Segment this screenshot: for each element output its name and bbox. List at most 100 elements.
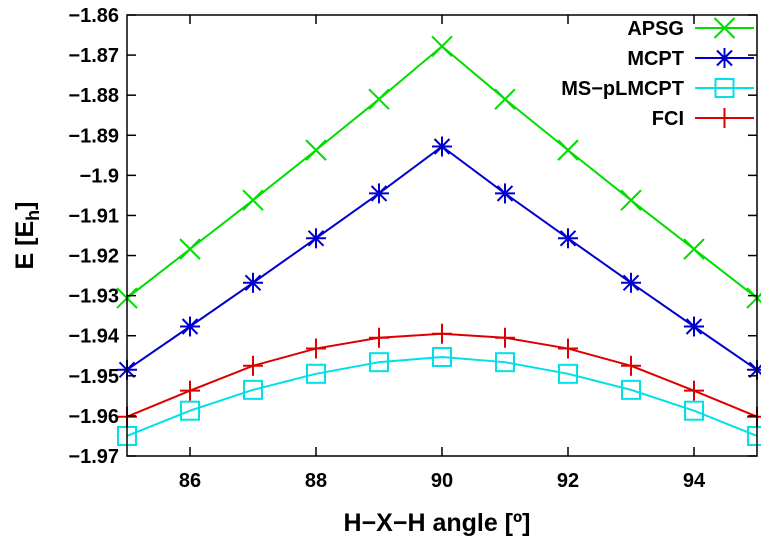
- series-layer: [116, 35, 761, 446]
- legend-item: MCPT: [627, 48, 754, 70]
- y-tick-label: −1.86: [68, 5, 119, 27]
- series-line: [126, 355, 758, 437]
- data-point-stroke: [557, 139, 579, 161]
- y-tick-label: −1.93: [68, 286, 119, 308]
- legend-item: FCI: [652, 108, 754, 130]
- data-point-stroke: [496, 185, 514, 202]
- data-point-stroke: [305, 139, 327, 161]
- legend-label: APSG: [627, 18, 684, 40]
- y-tick-label: −1.87: [68, 45, 119, 67]
- data-point: [684, 316, 704, 337]
- data-point: [495, 352, 515, 373]
- y-axis-title-main: E [E: [11, 221, 39, 270]
- y-tick-label: −1.95: [68, 366, 119, 388]
- y-tick-label: −1.9: [80, 165, 119, 187]
- data-point: [432, 346, 452, 367]
- data-point-stroke: [244, 274, 262, 292]
- data-point: [368, 88, 390, 110]
- data-point: [621, 355, 641, 376]
- legend-item: MS−pLMCPT: [561, 78, 754, 100]
- y-tick-label: −1.92: [68, 246, 119, 268]
- data-point: [746, 287, 761, 309]
- data-point-stroke: [620, 189, 642, 211]
- data-point: [306, 338, 326, 359]
- series-3: [117, 323, 761, 427]
- legend: APSG MCPT MS−pLMCPT FCI: [561, 17, 754, 130]
- data-point: [620, 189, 642, 211]
- data-point-stroke: [494, 88, 516, 110]
- data-point: [747, 406, 761, 427]
- data-point: [684, 400, 704, 421]
- data-point-stroke: [242, 189, 264, 211]
- data-point-stroke: [181, 318, 199, 335]
- data-point: [432, 136, 452, 157]
- data-point: [747, 359, 761, 380]
- data-point: [495, 327, 515, 348]
- data-point: [243, 379, 263, 400]
- data-point: [369, 183, 389, 204]
- x-tick-label: 92: [557, 470, 579, 492]
- data-point: [494, 88, 516, 110]
- legend-label: MCPT: [627, 48, 684, 70]
- x-tick-label: 94: [683, 470, 706, 492]
- data-point: [180, 380, 200, 401]
- data-point-stroke: [368, 88, 390, 110]
- y-tick-label: −1.97: [68, 446, 119, 468]
- data-point-stroke: [431, 35, 453, 57]
- data-point-stroke: [433, 138, 451, 155]
- data-point: [431, 35, 453, 57]
- data-point-stroke: [307, 230, 325, 247]
- data-point: [242, 189, 264, 211]
- legend-marker: [714, 78, 735, 98]
- data-point: [243, 355, 263, 376]
- data-point: [558, 228, 578, 249]
- y-tick-label: −1.91: [68, 205, 119, 227]
- data-point: [432, 323, 452, 344]
- legend-label: FCI: [652, 108, 684, 130]
- y-tick-label: −1.96: [68, 406, 119, 428]
- y-tick-label: −1.89: [68, 125, 119, 147]
- x-axis-title: H−X−H angle [º]: [344, 509, 531, 537]
- series-1: [117, 136, 761, 380]
- data-point-stroke: [683, 238, 705, 260]
- y-axis-title-end: ]: [11, 202, 39, 210]
- data-point: [306, 363, 326, 384]
- y-tick-label: −1.88: [68, 85, 119, 107]
- data-point: [495, 183, 515, 204]
- series-2: [117, 346, 761, 446]
- legend-marker: [713, 17, 736, 39]
- tick-layer: −1.86 −1.87 −1.88 −1.89 −1.9 −1.91 −1.92 −1.93 −…: [68, 5, 757, 492]
- data-point: [683, 238, 705, 260]
- x-tick-label: 88: [305, 470, 327, 492]
- data-point: [684, 380, 704, 401]
- data-point-stroke: [370, 185, 388, 202]
- x-tick-label: 86: [179, 470, 201, 492]
- data-point-stroke: [622, 274, 640, 292]
- legend-marker-stroke: [716, 49, 733, 67]
- data-point: [558, 338, 578, 359]
- y-tick-label: −1.94: [68, 326, 119, 348]
- data-point: [621, 272, 641, 293]
- data-point: [180, 400, 200, 421]
- legend-marker-stroke: [713, 17, 736, 39]
- legend-marker: [714, 48, 735, 68]
- legend-label: MS−pLMCPT: [561, 78, 684, 100]
- data-point: [558, 363, 578, 384]
- data-point: [305, 139, 327, 161]
- data-point: [557, 139, 579, 161]
- legend-marker: [714, 108, 735, 128]
- data-point: [306, 228, 326, 249]
- y-axis-title-sub: h: [23, 210, 43, 221]
- series-0: [116, 35, 761, 309]
- x-tick-label: 90: [431, 470, 453, 492]
- data-point: [179, 238, 201, 260]
- data-point-stroke: [559, 230, 577, 247]
- data-point: [369, 352, 389, 373]
- y-axis-title: E [Eh]: [11, 202, 43, 270]
- data-point: [180, 316, 200, 337]
- data-point: [369, 327, 389, 348]
- data-point-stroke: [179, 238, 201, 260]
- data-point: [621, 379, 641, 400]
- data-point: [243, 272, 263, 293]
